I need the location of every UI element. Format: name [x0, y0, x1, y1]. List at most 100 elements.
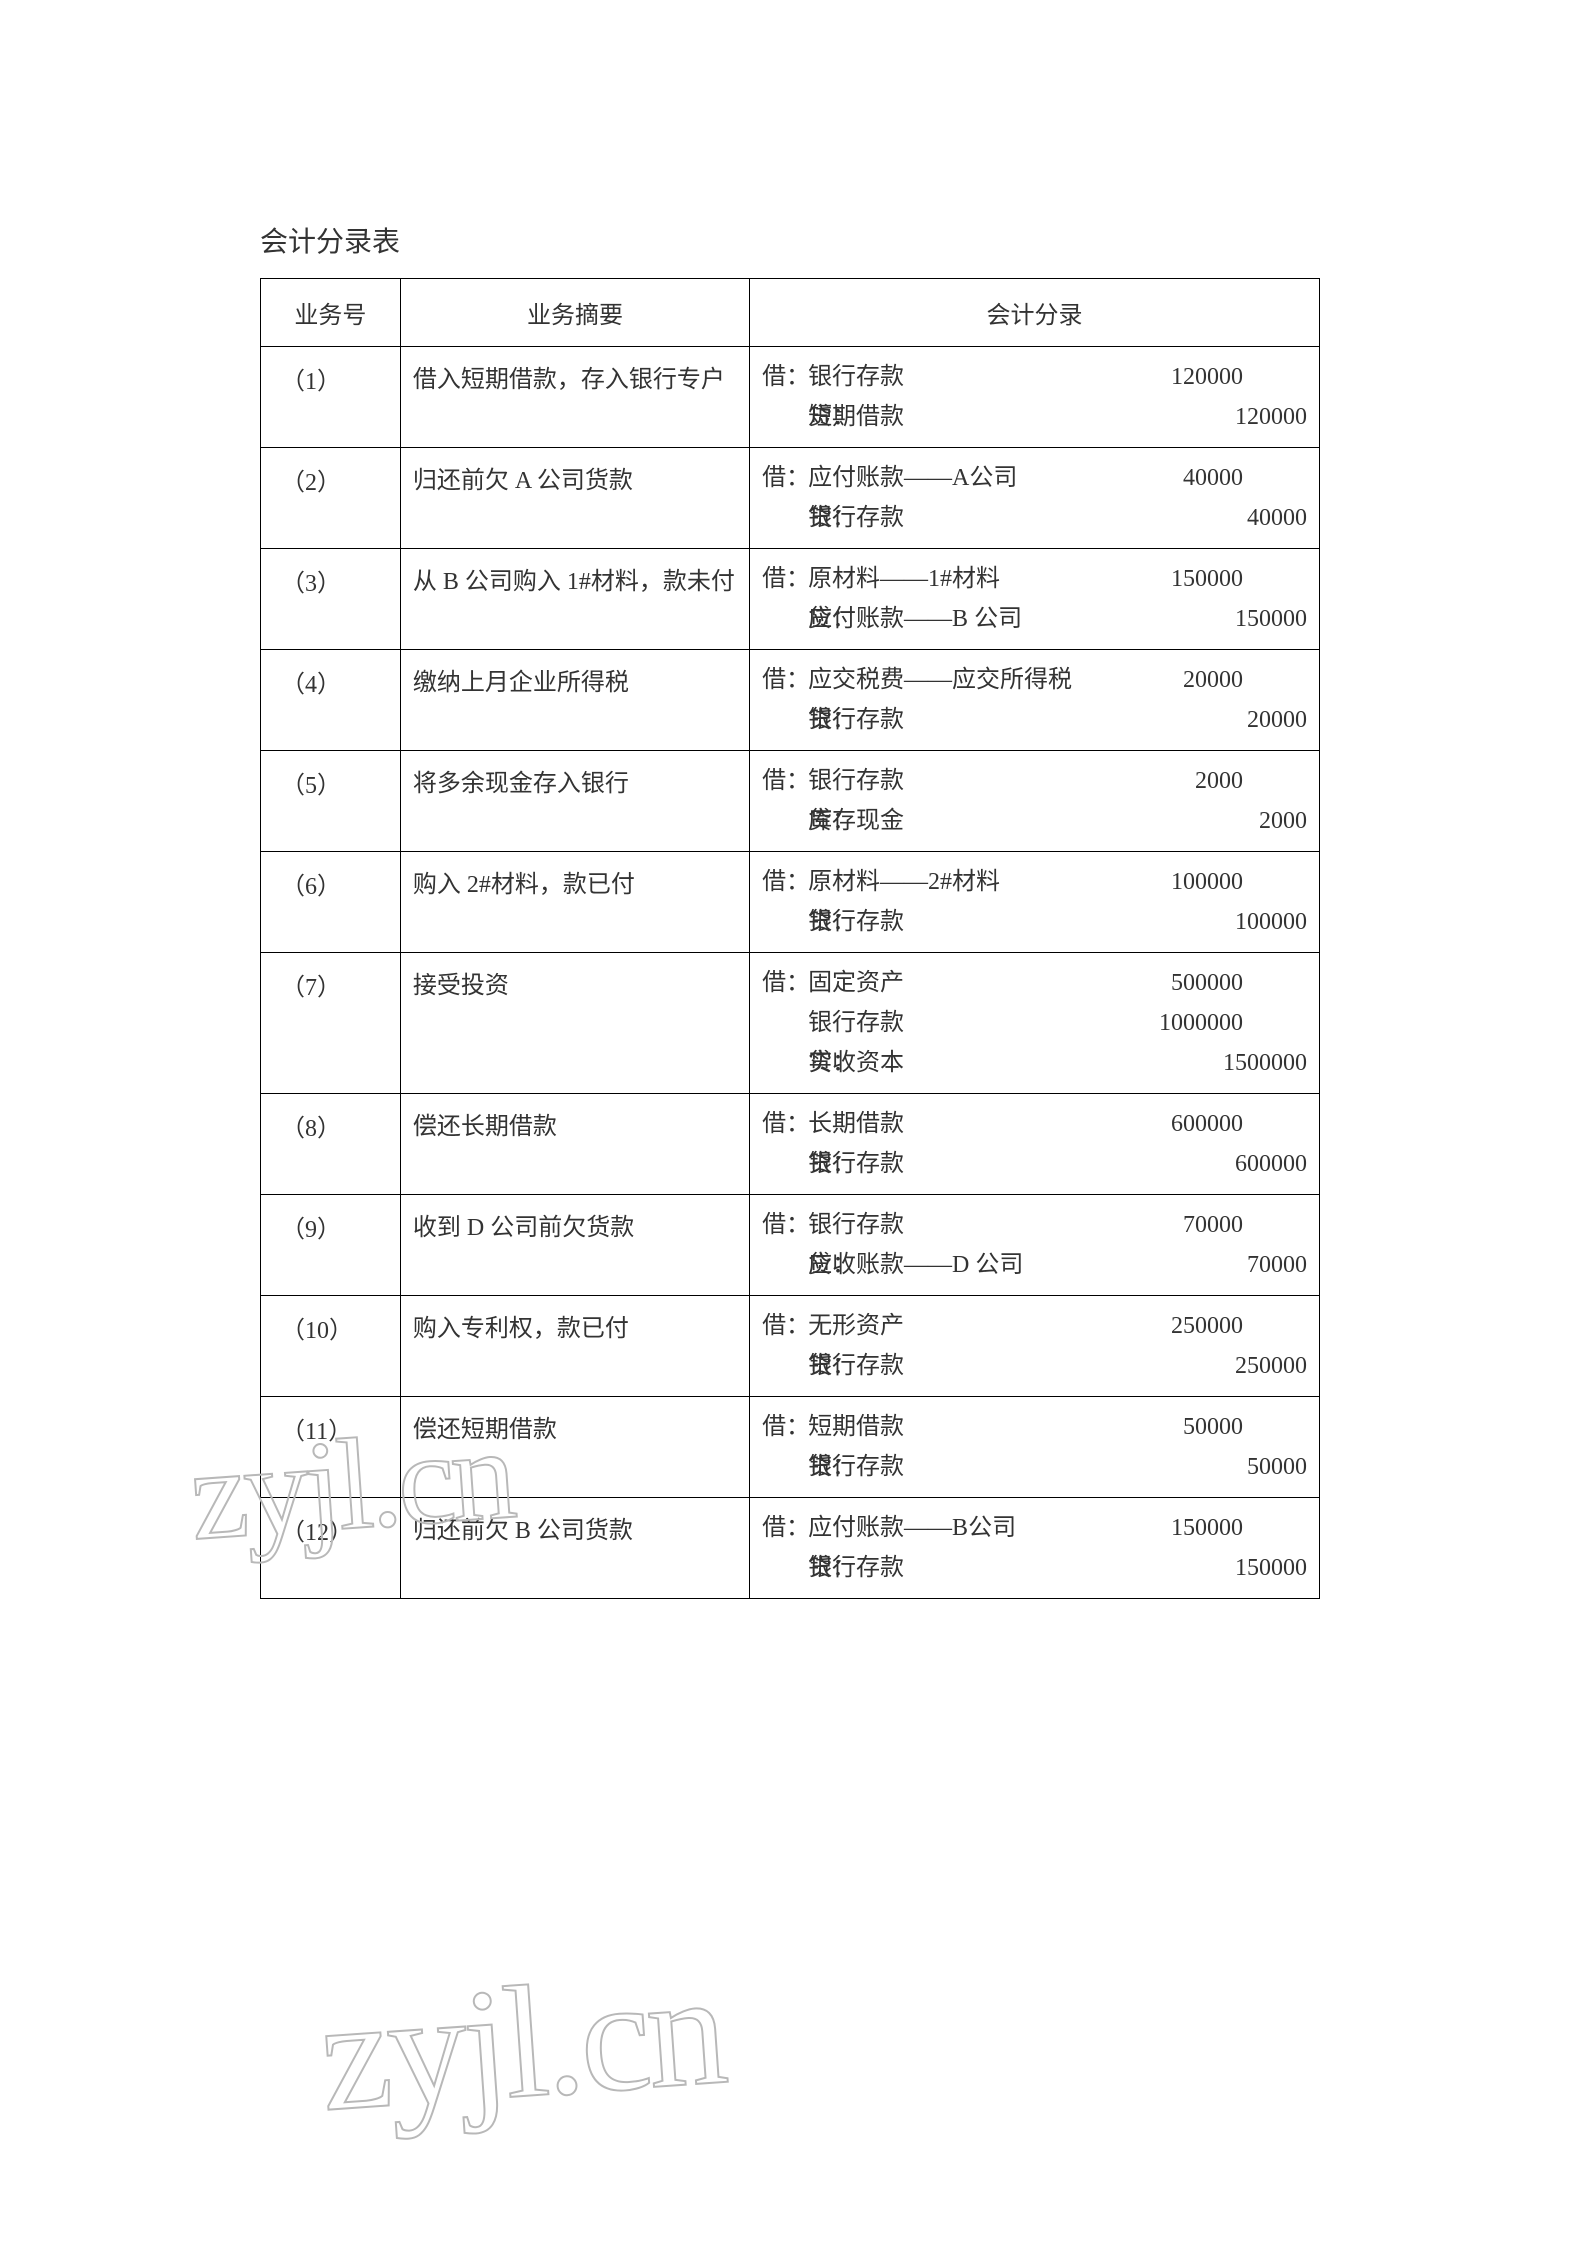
row-summary: 归还前欠 A 公司货款 — [400, 448, 749, 549]
account-name: 原材料——2#材料 — [808, 862, 1103, 902]
credit-label: 贷： — [762, 1346, 808, 1386]
debit-label: 借： — [762, 357, 808, 397]
entry-line: 贷：应付账款——B 公司150000 — [762, 599, 1307, 639]
amount: 20000 — [1103, 660, 1243, 700]
credit-label: 贷： — [762, 1144, 808, 1184]
row-entries: 借：长期借款600000贷：银行存款600000 — [750, 1094, 1320, 1195]
row-number: （2） — [261, 448, 401, 549]
account-name: 应收账款——D 公司 — [808, 1245, 1167, 1285]
account-name: 银行存款 — [808, 1548, 1167, 1588]
entry-line: 贷：银行存款20000 — [762, 700, 1307, 740]
amount: 70000 — [1103, 1205, 1243, 1245]
row-entries: 借：固定资产500000银行存款1000000贷：实收资本1500000 — [750, 953, 1320, 1094]
entry-line: 贷：银行存款100000 — [762, 902, 1307, 942]
amount: 150000 — [1103, 559, 1243, 599]
account-name: 银行存款 — [808, 498, 1167, 538]
amount: 40000 — [1167, 498, 1307, 538]
table-row: （7）接受投资借：固定资产500000银行存款1000000贷：实收资本1500… — [261, 953, 1320, 1094]
credit-label: 贷： — [762, 498, 808, 538]
credit-label: 贷： — [762, 801, 808, 841]
credit-label: 贷： — [762, 599, 808, 639]
row-number: （3） — [261, 549, 401, 650]
amount: 600000 — [1167, 1144, 1307, 1184]
table-row: （11）偿还短期借款借：短期借款50000贷：银行存款50000 — [261, 1397, 1320, 1498]
account-name: 原材料——1#材料 — [808, 559, 1103, 599]
col-header-num: 业务号 — [261, 279, 401, 347]
account-name: 应付账款——A公司 — [808, 458, 1103, 498]
row-entries: 借：应付账款——B公司150000贷：银行存款150000 — [750, 1498, 1320, 1599]
row-summary: 接受投资 — [400, 953, 749, 1094]
account-name: 短期借款 — [808, 397, 1167, 437]
row-summary: 借入短期借款，存入银行专户 — [400, 347, 749, 448]
entry-line: 借：应交税费——应交所得税20000 — [762, 660, 1307, 700]
row-entries: 借：应交税费——应交所得税20000贷：银行存款20000 — [750, 650, 1320, 751]
entry-line: 贷：银行存款50000 — [762, 1447, 1307, 1487]
amount: 100000 — [1167, 902, 1307, 942]
row-entries: 借：银行存款2000贷：库存现金2000 — [750, 751, 1320, 852]
entry-line: 银行存款1000000 — [762, 1003, 1307, 1043]
entry-line: 借：短期借款50000 — [762, 1407, 1307, 1447]
row-entries: 借：应付账款——A公司40000贷：银行存款40000 — [750, 448, 1320, 549]
table-row: （9）收到 D 公司前欠货款借：银行存款70000贷：应收账款——D 公司700… — [261, 1195, 1320, 1296]
table-row: （5）将多余现金存入银行借：银行存款2000贷：库存现金2000 — [261, 751, 1320, 852]
debit-label: 借： — [762, 761, 808, 801]
entry-line: 贷：应收账款——D 公司70000 — [762, 1245, 1307, 1285]
table-row: （2）归还前欠 A 公司货款借：应付账款——A公司40000贷：银行存款4000… — [261, 448, 1320, 549]
account-name: 银行存款 — [808, 1447, 1167, 1487]
row-summary: 偿还短期借款 — [400, 1397, 749, 1498]
entry-line: 贷：银行存款150000 — [762, 1548, 1307, 1588]
row-number: （9） — [261, 1195, 401, 1296]
debit-label: 借： — [762, 1205, 808, 1245]
amount: 150000 — [1103, 1508, 1243, 1548]
row-number: （4） — [261, 650, 401, 751]
account-name: 应付账款——B公司 — [808, 1508, 1103, 1548]
credit-label: 贷： — [762, 1245, 808, 1285]
entry-line: 借：原材料——1#材料150000 — [762, 559, 1307, 599]
entry-line: 贷：库存现金2000 — [762, 801, 1307, 841]
amount: 150000 — [1167, 1548, 1307, 1588]
amount: 2000 — [1167, 801, 1307, 841]
row-summary: 从 B 公司购入 1#材料，款未付 — [400, 549, 749, 650]
amount: 1000000 — [1103, 1003, 1243, 1043]
account-name: 银行存款 — [808, 1205, 1103, 1245]
row-entries: 借：原材料——2#材料100000贷：银行存款100000 — [750, 852, 1320, 953]
row-entries: 借：短期借款50000贷：银行存款50000 — [750, 1397, 1320, 1498]
credit-label: 贷： — [762, 397, 808, 437]
row-entries: 借：银行存款120000贷：短期借款120000 — [750, 347, 1320, 448]
amount: 250000 — [1167, 1346, 1307, 1386]
row-summary: 购入专利权，款已付 — [400, 1296, 749, 1397]
debit-label: 借： — [762, 1306, 808, 1346]
account-name: 银行存款 — [808, 1346, 1167, 1386]
amount: 40000 — [1103, 458, 1243, 498]
row-summary: 购入 2#材料，款已付 — [400, 852, 749, 953]
account-name: 短期借款 — [808, 1407, 1103, 1447]
account-name: 银行存款 — [808, 761, 1103, 801]
credit-label: 贷： — [762, 1043, 808, 1083]
row-number: （11） — [261, 1397, 401, 1498]
entry-line: 借：应付账款——A公司40000 — [762, 458, 1307, 498]
entry-line: 借：银行存款2000 — [762, 761, 1307, 801]
row-summary: 收到 D 公司前欠货款 — [400, 1195, 749, 1296]
credit-label: 贷： — [762, 1548, 808, 1588]
entry-line: 贷：银行存款250000 — [762, 1346, 1307, 1386]
account-name: 银行存款 — [808, 700, 1167, 740]
amount: 120000 — [1103, 357, 1243, 397]
account-name: 长期借款 — [808, 1104, 1103, 1144]
entry-line: 贷：银行存款600000 — [762, 1144, 1307, 1184]
table-title: 会计分录表 — [260, 220, 1327, 260]
credit-label: 贷： — [762, 902, 808, 942]
entry-line: 贷：短期借款120000 — [762, 397, 1307, 437]
debit-label: 借： — [762, 963, 808, 1003]
row-summary: 偿还长期借款 — [400, 1094, 749, 1195]
amount: 70000 — [1167, 1245, 1307, 1285]
table-header-row: 业务号 业务摘要 会计分录 — [261, 279, 1320, 347]
table-row: （6）购入 2#材料，款已付借：原材料——2#材料100000贷：银行存款100… — [261, 852, 1320, 953]
entry-line: 借：银行存款70000 — [762, 1205, 1307, 1245]
table-row: （3）从 B 公司购入 1#材料，款未付借：原材料——1#材料150000贷：应… — [261, 549, 1320, 650]
account-name: 银行存款 — [808, 357, 1103, 397]
debit-label: 借： — [762, 660, 808, 700]
table-row: （1）借入短期借款，存入银行专户借：银行存款120000贷：短期借款120000 — [261, 347, 1320, 448]
amount: 2000 — [1103, 761, 1243, 801]
account-name: 应付账款——B 公司 — [808, 599, 1167, 639]
amount: 600000 — [1103, 1104, 1243, 1144]
